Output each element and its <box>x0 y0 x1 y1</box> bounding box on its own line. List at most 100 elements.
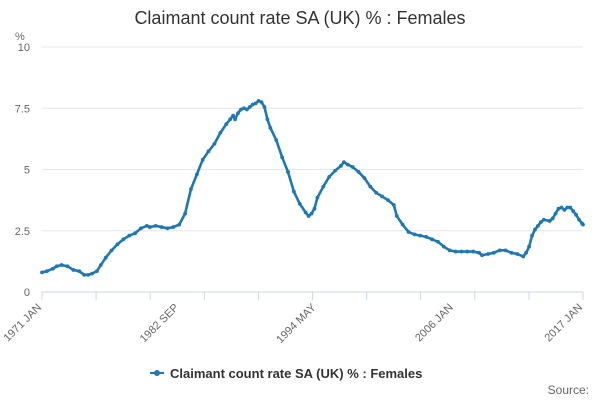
data-point <box>447 248 452 253</box>
data-point <box>291 189 296 194</box>
data-point <box>183 211 187 216</box>
data-point <box>339 163 343 168</box>
data-point <box>333 168 337 173</box>
data-point <box>581 222 585 227</box>
data-point <box>253 101 258 106</box>
data-point <box>327 174 332 179</box>
data-point <box>86 272 90 277</box>
y-axis-unit-label: % <box>15 31 25 43</box>
data-point <box>274 138 279 143</box>
data-point <box>577 217 581 222</box>
data-point <box>165 226 170 231</box>
y-tick-label: 0 <box>24 287 30 299</box>
y-tick-label: 5 <box>24 165 30 177</box>
data-point <box>400 222 405 227</box>
data-point <box>159 225 164 229</box>
data-point <box>171 225 176 229</box>
data-point <box>98 263 103 267</box>
data-point <box>241 106 246 111</box>
data-point <box>200 157 205 162</box>
data-point <box>559 205 564 210</box>
data-point <box>521 254 526 259</box>
y-tick-label: 7.5 <box>15 103 30 115</box>
data-point <box>239 107 243 112</box>
data-point <box>228 117 233 122</box>
data-point <box>177 222 182 227</box>
data-point <box>412 232 417 237</box>
data-point <box>568 205 573 210</box>
data-point <box>394 214 399 218</box>
data-point <box>465 249 470 254</box>
data-point <box>306 214 311 218</box>
data-point <box>121 237 126 242</box>
data-point <box>297 201 302 206</box>
data-point <box>345 162 350 167</box>
data-point <box>77 269 82 274</box>
data-point <box>477 250 482 255</box>
data-point <box>40 270 44 275</box>
data-point <box>262 105 267 109</box>
data-point <box>459 249 464 254</box>
data-point <box>315 195 320 200</box>
data-point <box>218 130 223 135</box>
data-point <box>553 211 558 216</box>
data-point <box>515 252 520 256</box>
data-point <box>65 264 70 269</box>
data-point <box>503 248 508 253</box>
data-point <box>256 99 261 103</box>
data-point <box>224 122 229 127</box>
data-point <box>189 187 193 192</box>
data-point <box>550 216 555 221</box>
chart-title: Claimant count rate SA (UK) % : Females <box>134 8 465 28</box>
data-point <box>233 117 237 122</box>
data-point <box>268 125 273 130</box>
data-point <box>280 155 285 160</box>
data-point <box>45 269 49 274</box>
data-point <box>247 105 252 109</box>
data-point <box>265 117 270 122</box>
data-point <box>491 250 496 255</box>
data-point <box>244 107 249 112</box>
y-axis: 0 2.5 5 7.5 10 <box>15 42 30 299</box>
legend-label: Claimant count rate SA (UK) % : Females <box>170 366 422 381</box>
series-layer <box>40 99 585 277</box>
legend-swatch-marker <box>154 370 160 376</box>
data-point <box>236 111 240 116</box>
data-point <box>206 149 211 154</box>
data-point <box>527 244 531 249</box>
data-point <box>541 217 546 222</box>
y-tick-label: 10 <box>18 42 30 54</box>
data-point <box>212 141 217 146</box>
data-point <box>391 203 396 207</box>
data-point <box>530 233 534 238</box>
data-point <box>453 249 458 254</box>
data-point <box>109 248 114 253</box>
data-point <box>153 223 158 228</box>
data-point <box>368 184 373 189</box>
data-point <box>312 206 317 211</box>
data-point <box>471 249 476 254</box>
data-point <box>94 269 99 274</box>
source-label: Source: <box>548 383 589 397</box>
data-point <box>418 233 423 238</box>
data-point <box>341 160 346 165</box>
data-point <box>259 100 264 105</box>
legend[interactable]: Claimant count rate SA (UK) % : Females <box>150 366 422 381</box>
data-point <box>565 205 570 210</box>
data-point <box>350 165 355 169</box>
data-point <box>50 266 55 271</box>
data-point <box>480 253 484 258</box>
data-point <box>147 225 152 229</box>
data-point <box>497 248 502 253</box>
data-point <box>144 223 149 228</box>
data-point <box>571 209 576 214</box>
data-point <box>309 211 314 216</box>
data-point <box>356 170 361 174</box>
data-point <box>54 264 59 269</box>
data-point <box>556 206 561 211</box>
data-point <box>486 252 490 256</box>
data-point <box>115 242 120 247</box>
data-point <box>59 263 64 267</box>
